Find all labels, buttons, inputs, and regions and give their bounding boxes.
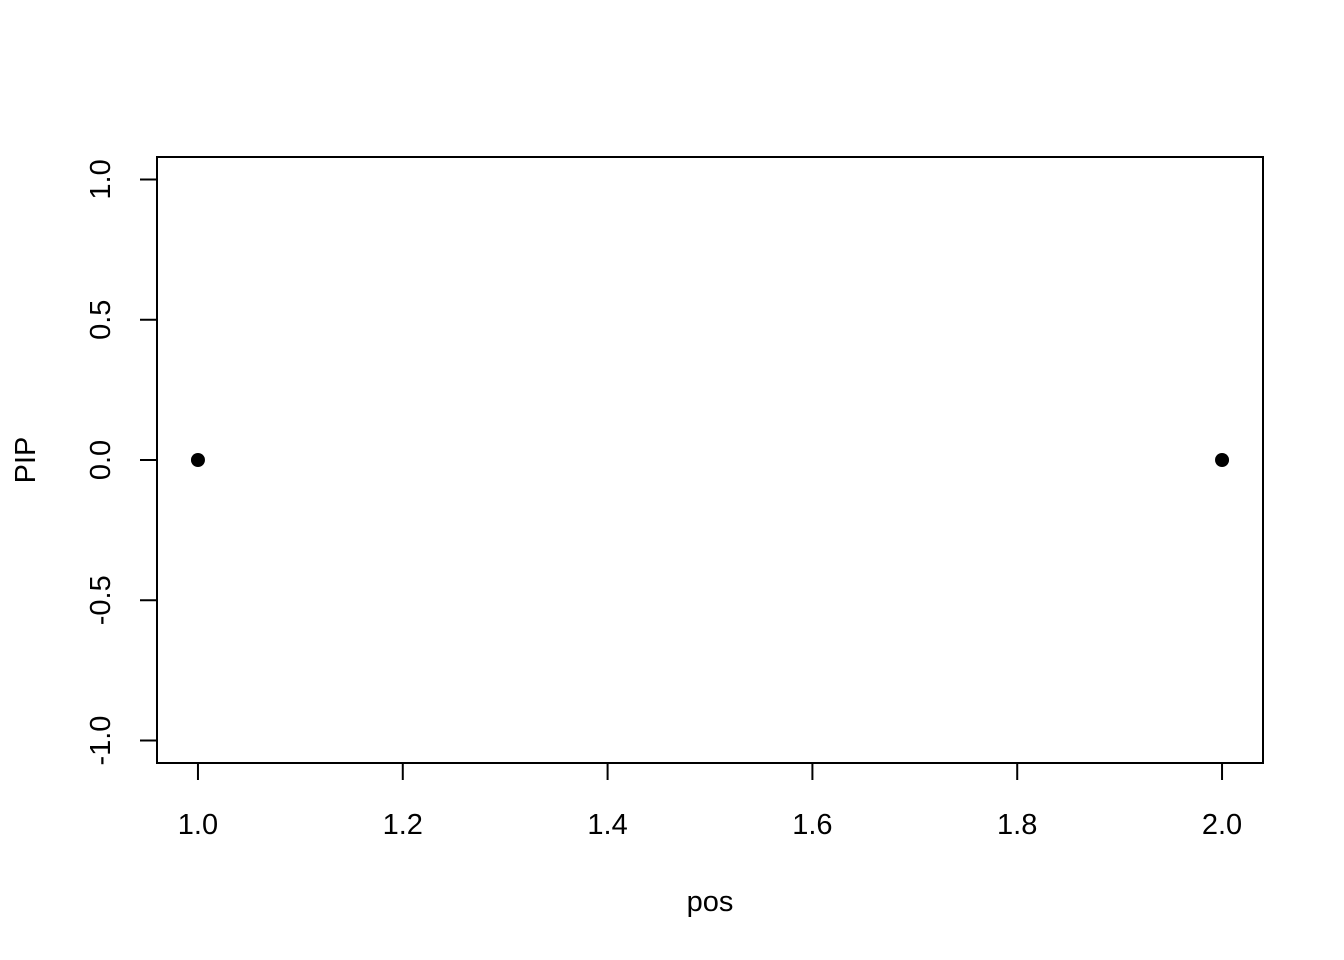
x-tick-label: 1.4 <box>587 809 627 841</box>
plot-frame <box>156 156 1264 764</box>
x-tick-label: 1.0 <box>178 809 218 841</box>
data-points <box>190 453 1230 467</box>
y-axis-label: PIP <box>10 437 42 484</box>
y-tick-label: 1.0 <box>85 159 117 199</box>
data-point <box>190 453 205 467</box>
y-tick-label: -1.0 <box>85 716 117 766</box>
x-tick-label: 1.6 <box>792 809 832 841</box>
x-tick-label: 1.8 <box>997 809 1037 841</box>
x-axis: 1.0 1.2 1.4 1.6 1.8 2.0 <box>178 762 1242 841</box>
x-axis-label: pos <box>687 886 734 918</box>
x-tick-label: 1.2 <box>383 809 423 841</box>
y-tick-label: 0.0 <box>85 440 117 480</box>
y-tick-label: 0.5 <box>85 300 117 340</box>
x-tick-label: 2.0 <box>1202 809 1242 841</box>
y-axis: -1.0 -0.5 0.0 0.5 1.0 <box>85 159 158 766</box>
y-tick-label: -0.5 <box>85 575 117 625</box>
data-point <box>1215 453 1230 467</box>
